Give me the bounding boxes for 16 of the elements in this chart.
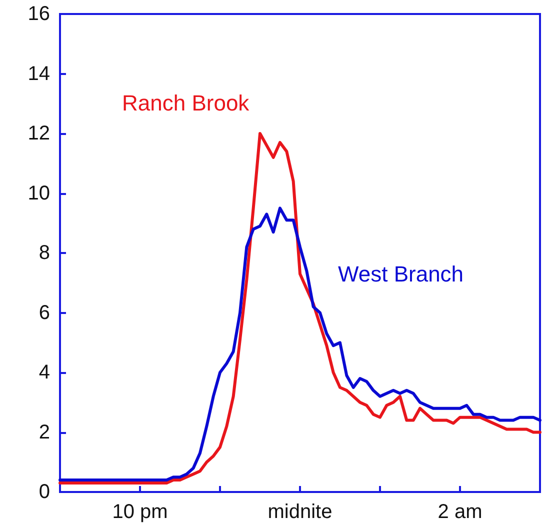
y-tick-label: 14 — [28, 62, 50, 85]
series-label: West Branch — [338, 262, 464, 286]
y-tick-label: 2 — [38, 421, 50, 444]
x-tick-label: midnite — [268, 501, 332, 523]
x-tick-label: 2 am — [438, 501, 482, 523]
y-tick-label: 0 — [38, 481, 50, 503]
y-tick-label: 4 — [38, 362, 50, 384]
y-tick-label: 10 — [28, 182, 50, 204]
y-tick-label: 6 — [38, 302, 50, 324]
x-tick-label: 10 pm — [112, 501, 168, 523]
y-tick-label: 16 — [28, 3, 50, 25]
line-series — [58, 206, 542, 482]
y-tick-label: 12 — [28, 122, 50, 144]
line-series — [58, 132, 542, 485]
series-label: Ranch Brook — [122, 90, 250, 116]
y-tick-label: 8 — [38, 242, 50, 264]
